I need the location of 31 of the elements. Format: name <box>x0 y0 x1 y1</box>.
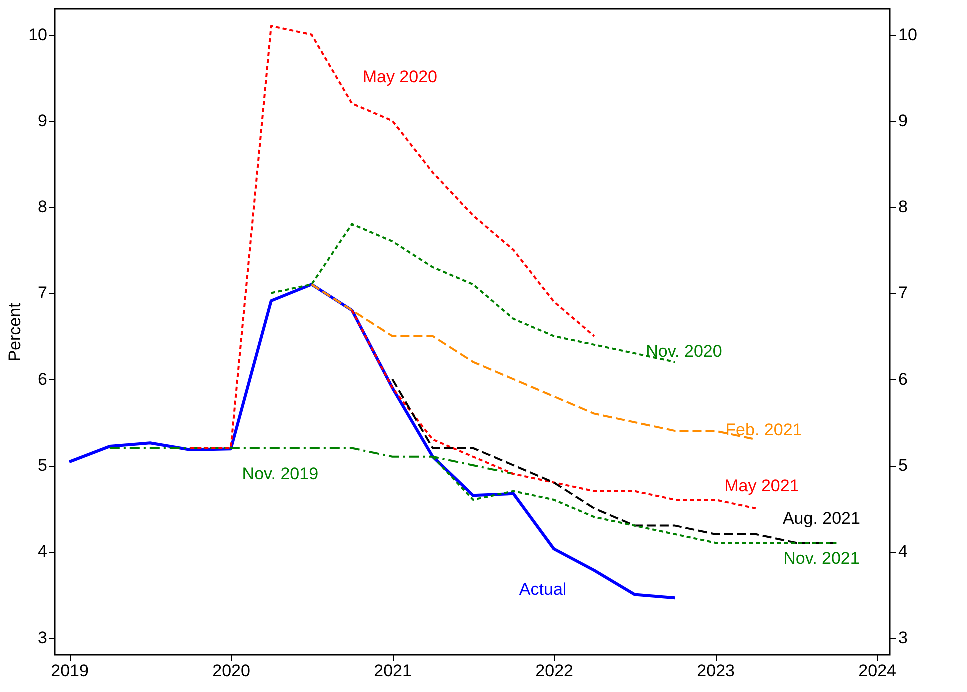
y2-tick-label: 4 <box>898 542 908 562</box>
y-tick-label: 3 <box>38 628 48 648</box>
x-tick-label: 2021 <box>374 662 412 680</box>
y-axis-title: Percent <box>6 302 25 362</box>
y2-tick-label: 10 <box>898 25 918 44</box>
x-tick-label: 2022 <box>536 662 574 680</box>
series-label: Nov. 2019 <box>242 464 319 484</box>
series-label: Aug. 2021 <box>782 509 860 528</box>
y2-tick-label: 5 <box>898 456 908 476</box>
y-tick-label: 7 <box>38 284 48 303</box>
y-tick-label: 8 <box>38 198 48 217</box>
y-tick-label: 9 <box>38 111 48 130</box>
series-label: May 2021 <box>724 476 800 496</box>
y2-tick-label: 3 <box>898 628 908 648</box>
y-tick-label: 10 <box>28 25 48 44</box>
x-tick-label: 2020 <box>212 662 250 680</box>
y2-tick-label: 6 <box>898 370 908 389</box>
y-tick-label: 4 <box>38 542 48 562</box>
x-tick-label: 2019 <box>51 662 89 680</box>
y2-tick-label: 7 <box>898 284 908 303</box>
series-label: May 2020 <box>362 68 438 87</box>
series-label: Nov. 2020 <box>646 342 722 362</box>
x-tick-label: 2024 <box>858 662 896 680</box>
series-label: Nov. 2021 <box>784 549 860 568</box>
y-tick-label: 6 <box>38 370 48 389</box>
series-label: Actual <box>519 580 567 600</box>
y-tick-label: 5 <box>38 456 48 476</box>
y2-tick-label: 8 <box>898 198 908 217</box>
x-tick-label: 2023 <box>697 662 735 680</box>
series-label: Feb. 2021 <box>726 420 802 440</box>
y2-tick-label: 9 <box>898 111 908 130</box>
